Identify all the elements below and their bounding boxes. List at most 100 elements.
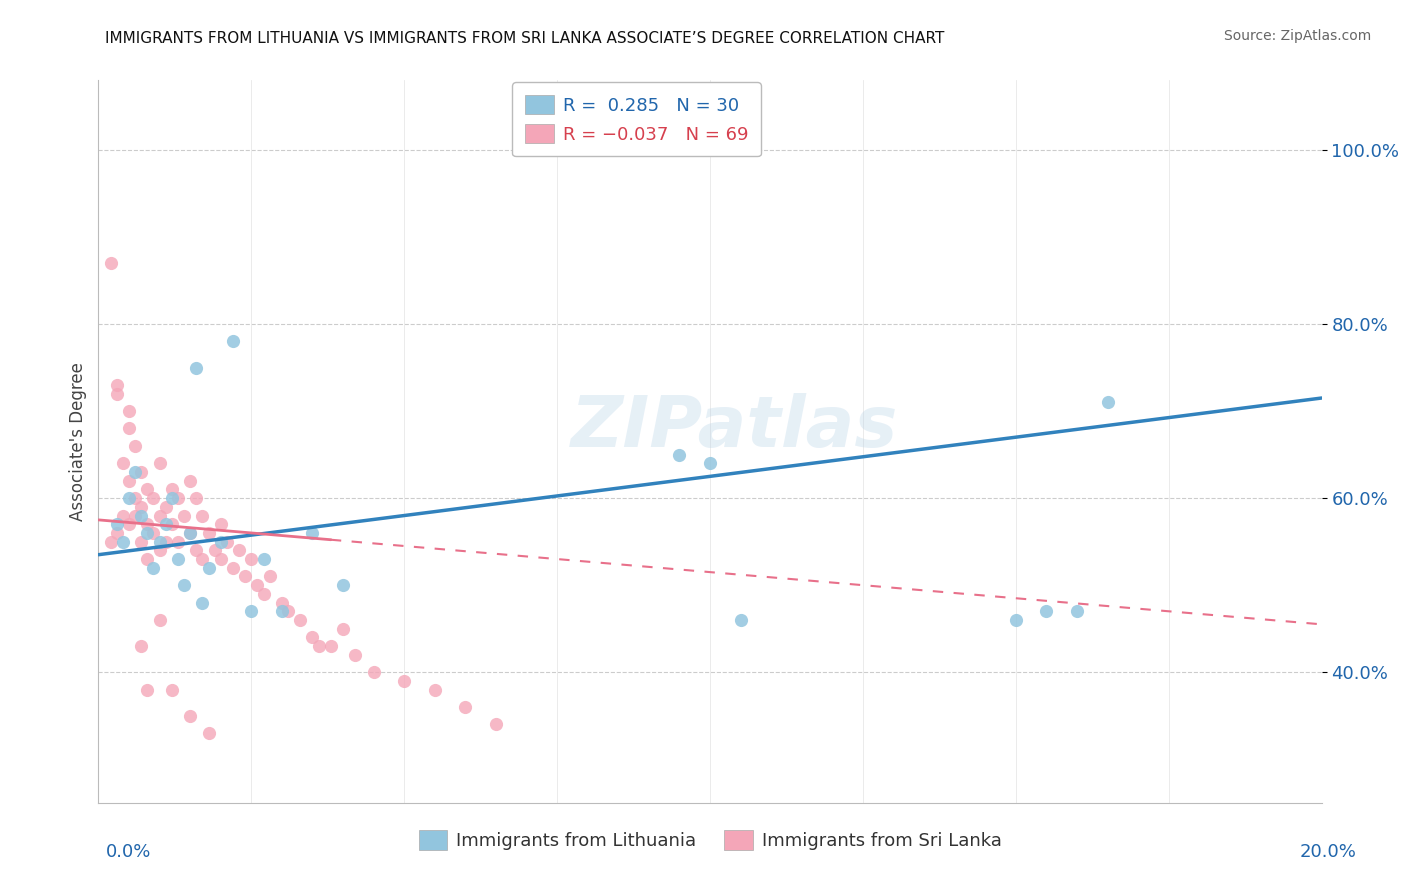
Point bbox=[392, 673, 416, 688]
Point bbox=[301, 525, 323, 540]
Point bbox=[191, 508, 214, 523]
Point bbox=[246, 578, 269, 592]
Point bbox=[215, 534, 238, 549]
Point bbox=[129, 500, 152, 514]
Point bbox=[668, 448, 690, 462]
Point bbox=[136, 517, 159, 532]
Point bbox=[209, 517, 232, 532]
Point bbox=[111, 534, 134, 549]
Point bbox=[105, 386, 128, 401]
Point bbox=[423, 682, 446, 697]
Point bbox=[136, 525, 159, 540]
Point bbox=[233, 569, 256, 583]
Point bbox=[179, 525, 201, 540]
Point bbox=[186, 360, 208, 375]
Point bbox=[160, 517, 183, 532]
Point bbox=[136, 682, 159, 697]
Point bbox=[173, 508, 195, 523]
Point bbox=[179, 708, 201, 723]
Point bbox=[222, 334, 245, 349]
Point bbox=[100, 534, 122, 549]
Y-axis label: Associate's Degree: Associate's Degree bbox=[69, 362, 87, 521]
Point bbox=[155, 534, 177, 549]
Point bbox=[209, 534, 232, 549]
Point bbox=[186, 491, 208, 505]
Point bbox=[363, 665, 385, 680]
Point bbox=[332, 578, 354, 592]
Point bbox=[197, 561, 219, 575]
Point bbox=[155, 500, 177, 514]
Point bbox=[204, 543, 226, 558]
Point bbox=[142, 491, 165, 505]
Point bbox=[149, 508, 172, 523]
Point bbox=[105, 517, 128, 532]
Point bbox=[124, 465, 146, 479]
Point bbox=[100, 256, 122, 270]
Point bbox=[167, 534, 190, 549]
Point bbox=[155, 517, 177, 532]
Point bbox=[142, 561, 165, 575]
Point bbox=[290, 613, 312, 627]
Point bbox=[160, 682, 183, 697]
Point bbox=[179, 474, 201, 488]
Point bbox=[191, 596, 214, 610]
Point bbox=[118, 474, 141, 488]
Point bbox=[136, 552, 159, 566]
Point bbox=[111, 508, 134, 523]
Text: 20.0%: 20.0% bbox=[1301, 843, 1357, 861]
Point bbox=[1066, 604, 1088, 618]
Point bbox=[129, 534, 152, 549]
Point bbox=[118, 491, 141, 505]
Point bbox=[111, 456, 134, 470]
Legend: Immigrants from Lithuania, Immigrants from Sri Lanka: Immigrants from Lithuania, Immigrants fr… bbox=[409, 821, 1011, 859]
Point bbox=[149, 456, 172, 470]
Point bbox=[124, 439, 146, 453]
Point bbox=[277, 604, 299, 618]
Text: IMMIGRANTS FROM LITHUANIA VS IMMIGRANTS FROM SRI LANKA ASSOCIATE’S DEGREE CORREL: IMMIGRANTS FROM LITHUANIA VS IMMIGRANTS … bbox=[105, 31, 945, 46]
Point bbox=[173, 578, 195, 592]
Point bbox=[1035, 604, 1057, 618]
Text: Source: ZipAtlas.com: Source: ZipAtlas.com bbox=[1223, 29, 1371, 43]
Point bbox=[308, 639, 330, 653]
Point bbox=[454, 700, 477, 714]
Point bbox=[160, 491, 183, 505]
Point bbox=[142, 525, 165, 540]
Point bbox=[191, 552, 214, 566]
Point bbox=[118, 517, 141, 532]
Point bbox=[252, 587, 274, 601]
Point bbox=[240, 604, 263, 618]
Text: ZIPatlas: ZIPatlas bbox=[571, 392, 898, 461]
Point bbox=[167, 552, 190, 566]
Point bbox=[270, 596, 292, 610]
Point bbox=[186, 543, 208, 558]
Point bbox=[344, 648, 367, 662]
Point bbox=[149, 543, 172, 558]
Point bbox=[124, 491, 146, 505]
Point bbox=[129, 639, 152, 653]
Point bbox=[149, 534, 172, 549]
Point bbox=[485, 717, 508, 731]
Point bbox=[129, 465, 152, 479]
Point bbox=[167, 491, 190, 505]
Point bbox=[259, 569, 281, 583]
Point bbox=[209, 552, 232, 566]
Point bbox=[319, 639, 342, 653]
Point bbox=[129, 508, 152, 523]
Point bbox=[105, 378, 128, 392]
Point bbox=[222, 561, 245, 575]
Point bbox=[228, 543, 250, 558]
Point bbox=[197, 726, 219, 740]
Point bbox=[124, 508, 146, 523]
Point bbox=[730, 613, 752, 627]
Point bbox=[160, 483, 183, 497]
Text: 0.0%: 0.0% bbox=[105, 843, 150, 861]
Point bbox=[240, 552, 263, 566]
Point bbox=[118, 421, 141, 435]
Point bbox=[136, 483, 159, 497]
Point bbox=[1004, 613, 1026, 627]
Point bbox=[118, 404, 141, 418]
Point bbox=[301, 631, 323, 645]
Point bbox=[149, 613, 172, 627]
Point bbox=[252, 552, 274, 566]
Point bbox=[699, 456, 721, 470]
